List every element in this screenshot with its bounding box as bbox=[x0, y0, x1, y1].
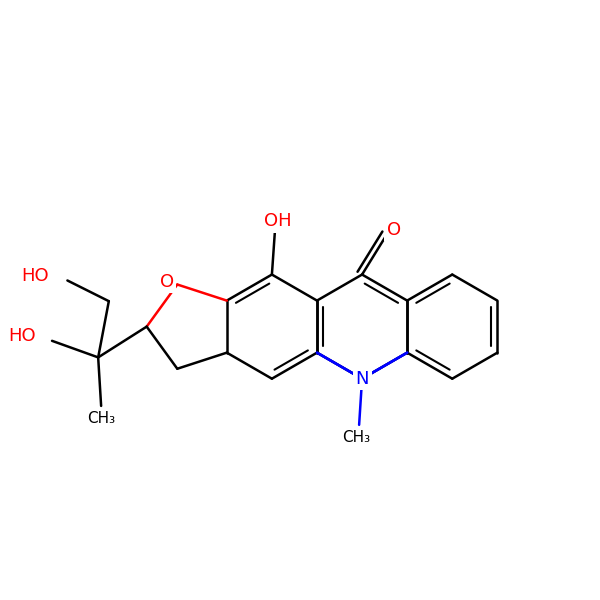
Text: N: N bbox=[355, 370, 369, 388]
Text: CH₃: CH₃ bbox=[87, 412, 115, 427]
Text: HO: HO bbox=[8, 327, 35, 345]
Text: CH₃: CH₃ bbox=[342, 430, 370, 445]
Text: O: O bbox=[387, 221, 401, 239]
Text: O: O bbox=[160, 272, 174, 290]
Text: HO: HO bbox=[21, 267, 49, 285]
Text: OH: OH bbox=[264, 212, 292, 230]
